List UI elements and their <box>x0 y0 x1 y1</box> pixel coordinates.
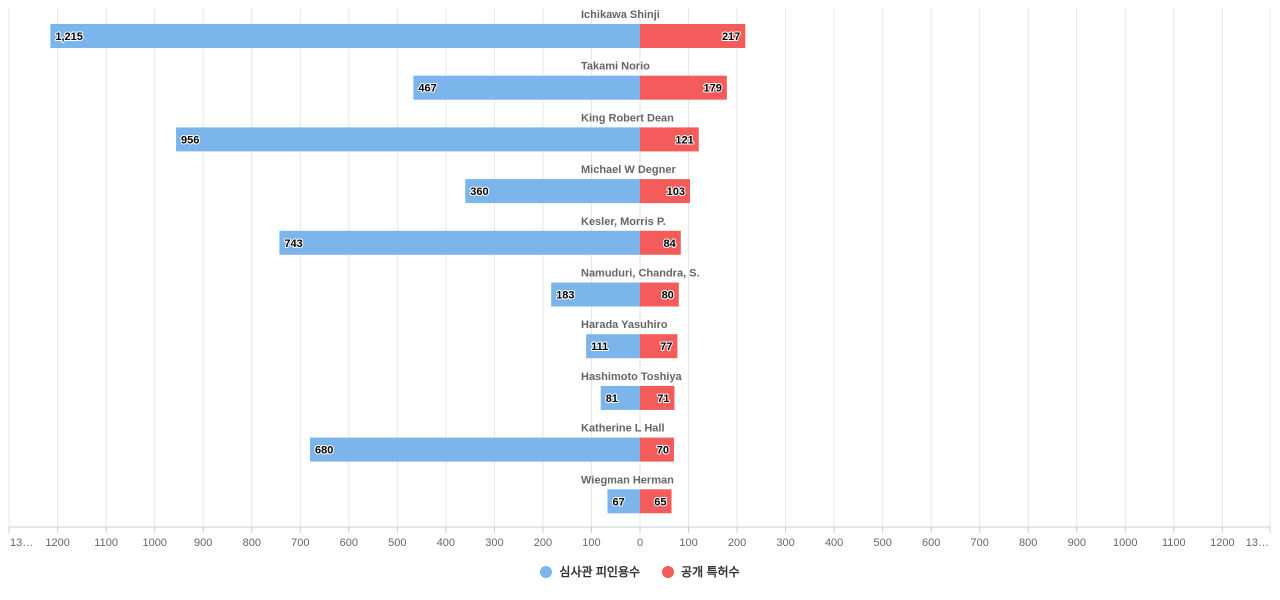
bar-citations[interactable] <box>309 437 640 462</box>
legend-label-patents: 공개 특허수 <box>681 565 740 579</box>
category-label: Takami Norio <box>581 61 650 73</box>
data-label-patents: 71 <box>657 393 669 405</box>
data-label-patents: 80 <box>662 290 674 302</box>
data-label-citations: 360 <box>470 186 488 198</box>
bar-patents[interactable] <box>640 385 675 410</box>
data-label-citations: 81 <box>606 393 618 405</box>
data-label-citations: 743 <box>284 238 302 250</box>
category-label: Wiegman Herman <box>581 474 674 486</box>
data-label-patents: 70 <box>657 445 669 457</box>
category-label: Katherine L Hall <box>581 423 665 435</box>
category-label: Hashimoto Toshiya <box>581 371 683 383</box>
category-label: Harada Yasuhiro <box>581 319 668 331</box>
bars <box>50 24 746 514</box>
data-label-patents: 121 <box>675 134 693 146</box>
data-label-patents: 84 <box>664 238 677 250</box>
legend-label-citations: 심사관 피인용수 <box>559 565 641 579</box>
bar-citations[interactable] <box>600 385 640 410</box>
x-tick-label: 200 <box>534 537 552 549</box>
bar-citations[interactable] <box>551 282 640 307</box>
legend-marker-patents <box>662 565 675 578</box>
data-label-patents: 65 <box>654 496 666 508</box>
data-label-citations: 111 <box>591 341 608 353</box>
x-axis-ticks: 13… 1200 1100 1000 900 800 700 600 500 400 300 200 1… <box>8 527 1271 549</box>
data-label-citations: 67 <box>612 496 624 508</box>
bar-citations[interactable] <box>586 334 640 359</box>
bar-patents[interactable] <box>640 282 679 307</box>
x-tick-label: 700 <box>971 537 989 549</box>
x-tick-label: 200 <box>728 537 746 549</box>
category-label: Michael W Degner <box>581 164 676 176</box>
x-tick-label: 1200 <box>45 537 69 549</box>
x-tick-label: 1200 <box>1210 537 1234 549</box>
bar-citations[interactable] <box>50 24 641 48</box>
x-tick-label: 600 <box>340 537 358 549</box>
legend: 심사관 피인용수 공개 특허수 <box>0 563 1280 580</box>
data-label-citations: 467 <box>418 83 436 95</box>
x-tick-label: 1000 <box>142 537 166 549</box>
bar-patents[interactable] <box>640 127 699 152</box>
x-tick-label: 600 <box>922 537 940 549</box>
bar-patents[interactable] <box>640 230 681 255</box>
bar-patents[interactable] <box>640 437 674 462</box>
bar-citations[interactable] <box>413 75 640 100</box>
x-tick-label: 500 <box>873 537 891 549</box>
category-label: Ichikawa Shinji <box>581 9 660 21</box>
x-tick-label: 300 <box>485 537 503 549</box>
x-tick-label: 1100 <box>1162 537 1186 549</box>
bar-patents[interactable] <box>640 334 678 359</box>
x-tick-label: 13… <box>1246 537 1269 549</box>
x-tick-label: 13… <box>10 537 33 549</box>
x-tick-label: 900 <box>1068 537 1086 549</box>
data-label-citations: 680 <box>315 445 333 457</box>
x-tick-label: 700 <box>291 537 309 549</box>
bar-patents[interactable] <box>640 24 746 48</box>
x-tick-label: 100 <box>582 537 600 549</box>
data-label-citations: 183 <box>556 290 574 302</box>
bar-patents[interactable] <box>640 179 690 204</box>
data-label-citations: 956 <box>181 134 199 146</box>
data-label-patents: 77 <box>660 341 672 353</box>
data-label-patents: 217 <box>722 31 740 43</box>
bar-patents[interactable] <box>640 489 672 514</box>
data-label-patents: 103 <box>667 186 685 198</box>
x-tick-label: 500 <box>388 537 406 549</box>
labels: Ichikawa Shinji 1,215 217 Takami Norio 467 17… <box>54 9 741 509</box>
x-tick-label: 1100 <box>94 537 118 549</box>
legend-marker-citations <box>540 565 553 578</box>
x-tick-label: 300 <box>776 537 794 549</box>
x-tick-label: 0 <box>637 537 643 549</box>
category-label: King Robert Dean <box>581 112 674 124</box>
legend-item-patents[interactable]: 공개 특허수 <box>662 563 740 580</box>
x-tick-label: 1000 <box>1113 537 1137 549</box>
x-tick-label: 100 <box>679 537 697 549</box>
x-tick-label: 900 <box>194 537 212 549</box>
category-label: Namuduri, Chandra, S. <box>581 268 700 280</box>
data-label-citations: 1,215 <box>55 31 83 43</box>
data-label-patents: 179 <box>704 83 722 95</box>
x-tick-label: 800 <box>1019 537 1037 549</box>
bar-citations[interactable] <box>607 489 640 514</box>
bar-patents[interactable] <box>640 75 727 100</box>
x-tick-label: 400 <box>825 537 843 549</box>
legend-item-citations[interactable]: 심사관 피인용수 <box>540 563 640 580</box>
x-tick-label: 800 <box>243 537 261 549</box>
bar-citations[interactable] <box>465 179 640 204</box>
category-label: Kesler, Morris P. <box>581 216 666 228</box>
bar-citations[interactable] <box>176 127 640 152</box>
bar-citations[interactable] <box>279 230 640 255</box>
x-tick-label: 400 <box>437 537 455 549</box>
